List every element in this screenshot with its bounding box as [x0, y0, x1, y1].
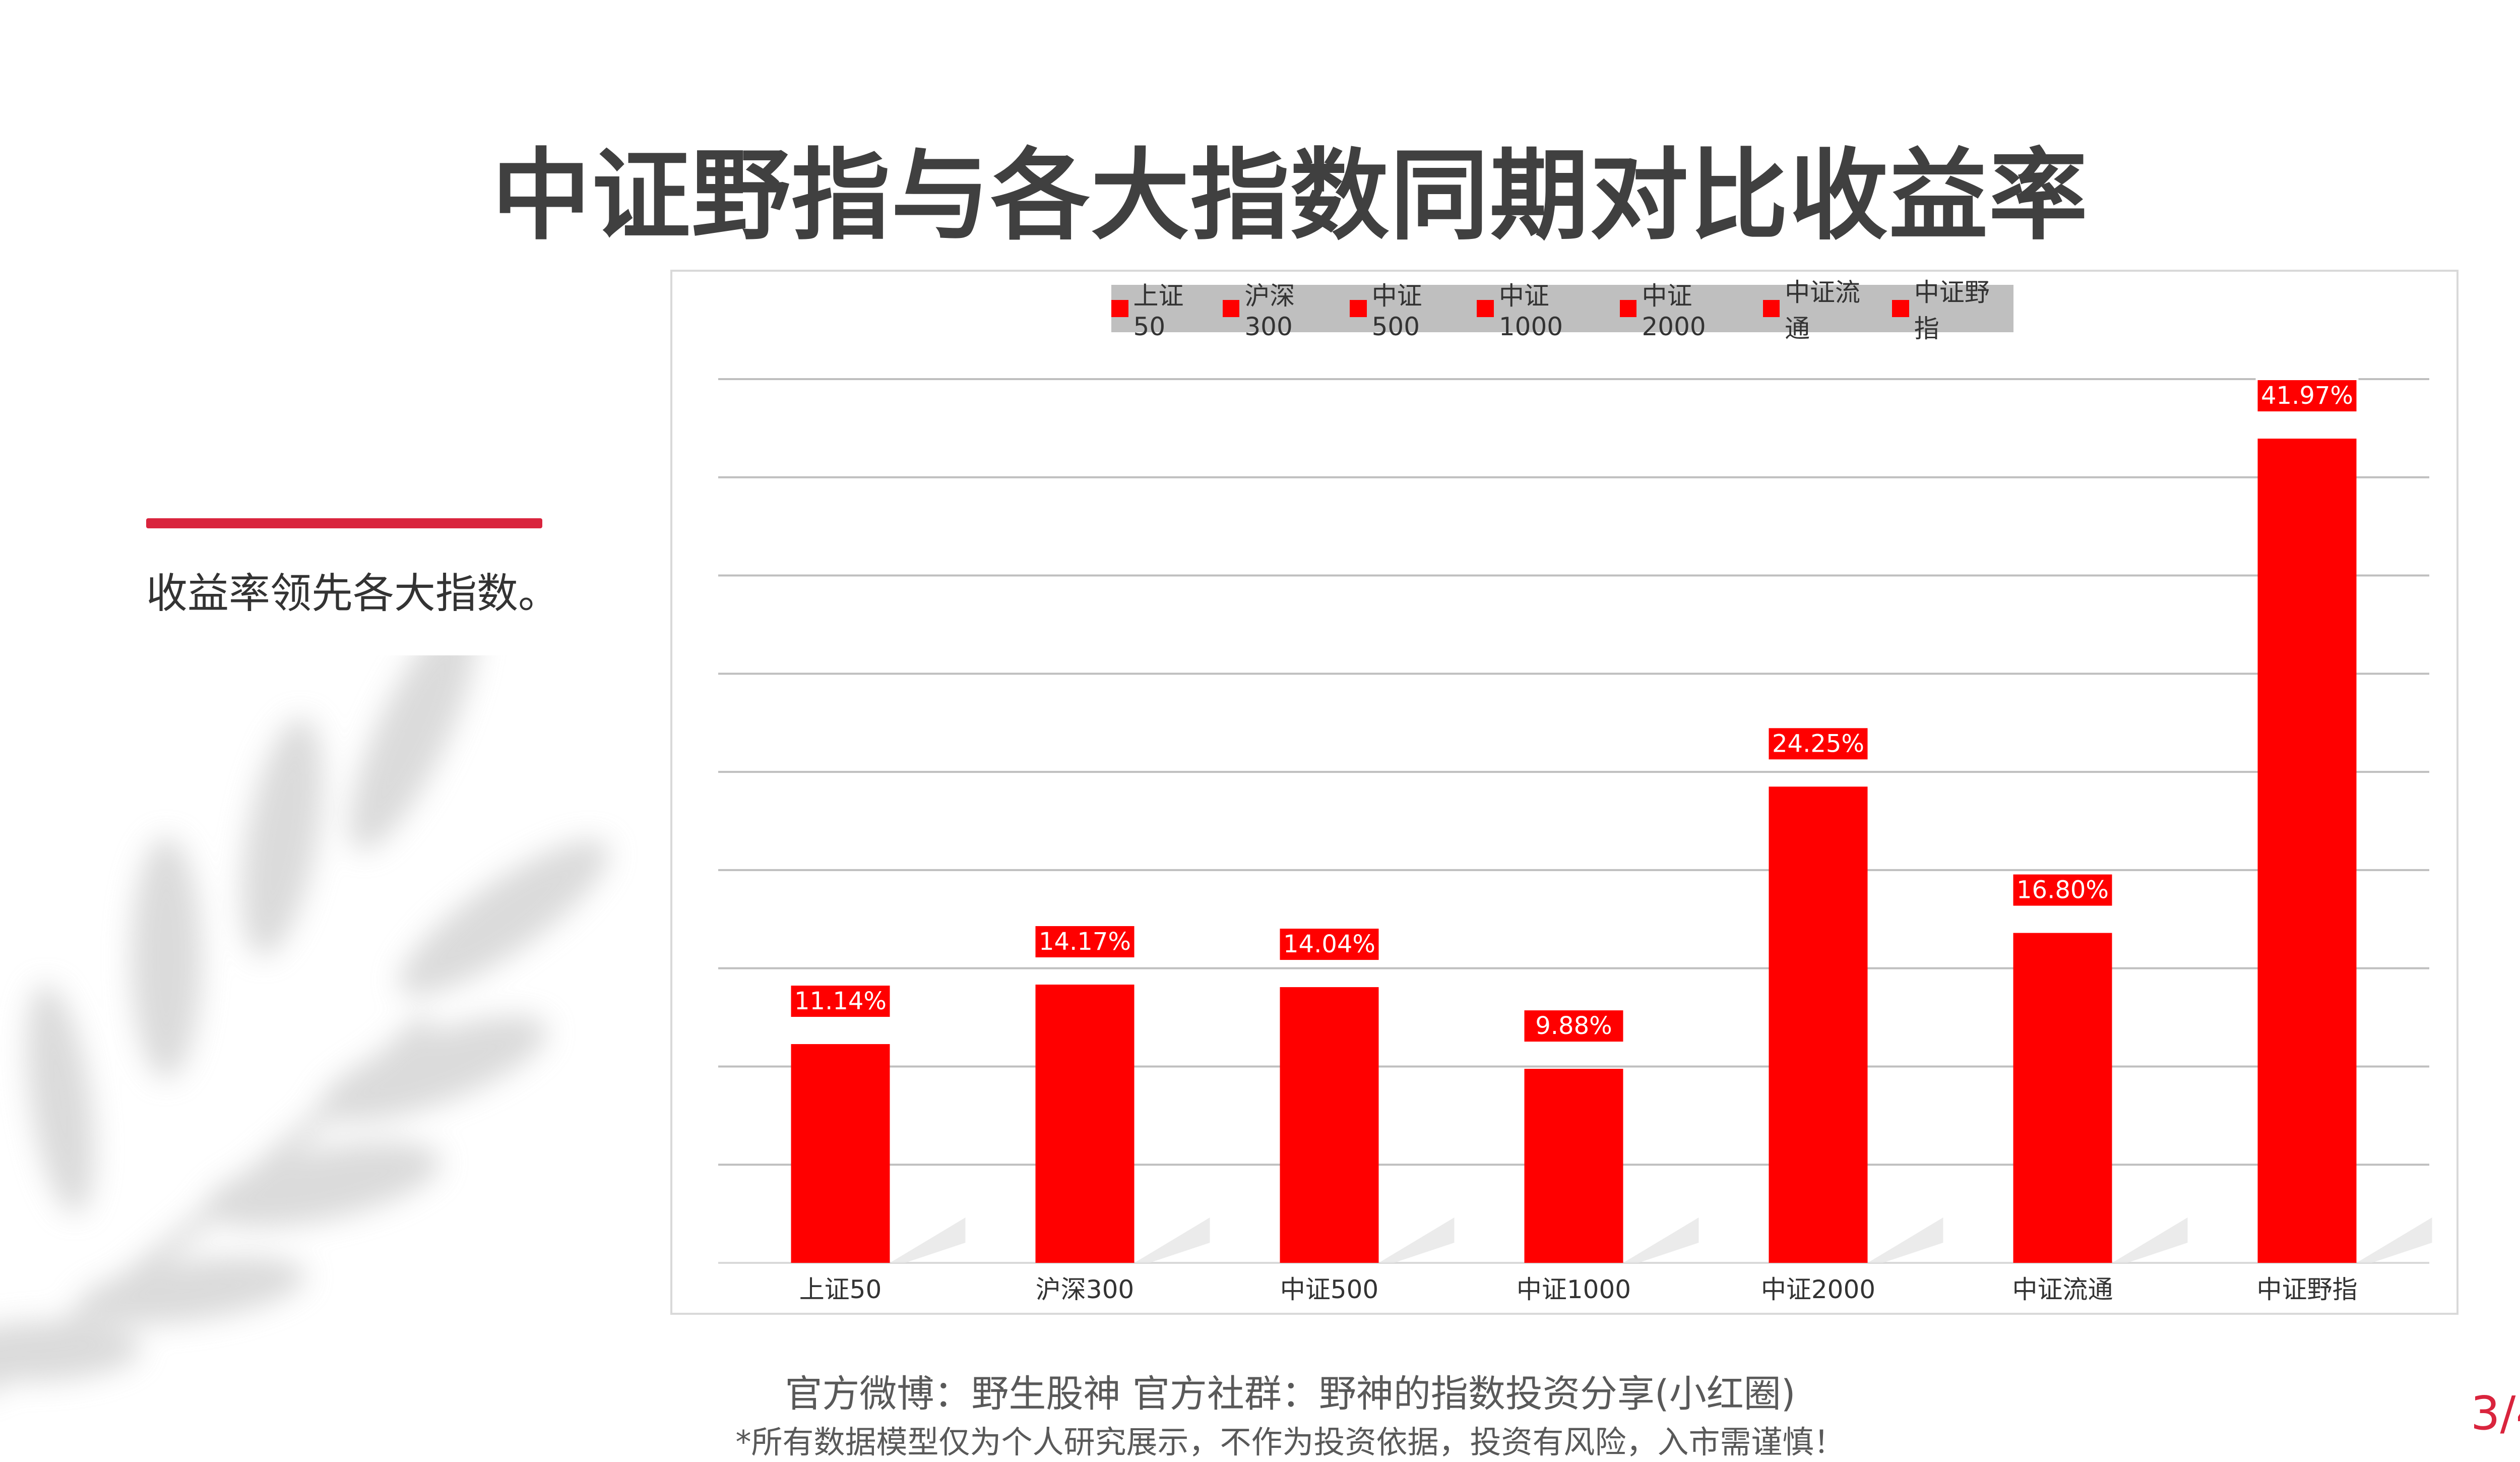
bar-shadow: [2356, 1217, 2432, 1263]
x-tick-label: 中证流通: [2012, 1275, 2113, 1304]
x-tick-label: 中证野指: [2257, 1275, 2358, 1304]
legend-label: 中证500: [1371, 281, 1422, 341]
footer-social: 官方微博：野生股神 官方社群：野神的指数投资分享(小红圈): [785, 1372, 1796, 1416]
data-label: 16.80%: [2017, 876, 2109, 904]
footer-disclaimer: *所有数据模型仅为个人研究展示，不作为投资依据，投资有风险，入市需谨慎！: [735, 1424, 1845, 1460]
legend-label: 上证50: [1133, 281, 1184, 341]
data-label-box: [1278, 927, 1381, 962]
data-label: 14.04%: [1283, 930, 1375, 958]
bar-shadow: [1378, 1217, 1455, 1263]
x-tick-label: 中证2000: [1761, 1275, 1875, 1304]
legend-label: 中证野指: [1914, 278, 1990, 343]
bar: [2013, 933, 2112, 1263]
data-label-box: [1767, 726, 1870, 762]
legend-item: 中证流通: [1762, 272, 1884, 345]
x-tick-label: 沪深300: [1036, 1275, 1134, 1304]
legend-swatch: [1762, 300, 1780, 317]
page-number: 3/4: [2470, 1386, 2520, 1440]
page-title: 中证野指与各大指数同期对比收益率: [491, 139, 2089, 254]
bar: [1035, 984, 1135, 1263]
bar: [1280, 987, 1379, 1263]
legend-item: 中证2000: [1619, 276, 1755, 341]
bar-shadow: [1623, 1217, 1699, 1263]
data-label-box: [1033, 924, 1137, 959]
chart-frame: [670, 270, 2459, 1315]
legend-item: 沪深300: [1222, 276, 1342, 341]
legend-item: 中证野指: [1892, 272, 2013, 345]
legend-label: 中证流通: [1785, 278, 1861, 343]
data-label: 11.14%: [794, 987, 887, 1015]
data-label: 24.25%: [1772, 729, 1864, 758]
data-label: 9.88%: [1535, 1012, 1612, 1040]
bar: [1524, 1069, 1623, 1263]
legend-swatch: [1892, 300, 1909, 317]
side-note: 收益率领先各大指数。: [146, 570, 560, 618]
legend-swatch: [1350, 300, 1367, 317]
bar: [1769, 786, 1868, 1263]
data-label-box: [1522, 1008, 1625, 1044]
legend-item: 中证1000: [1477, 276, 1612, 341]
data-label-box: [2011, 872, 2114, 908]
data-label-box: [789, 984, 892, 1019]
legend-label: 沪深300: [1244, 281, 1295, 341]
chart-legend: 上证50 沪深300 中证500 中证1000 中证2000 中证流通 中证野指: [1111, 278, 2013, 343]
legend-label: 中证1000: [1498, 281, 1563, 341]
bar: [2257, 439, 2357, 1263]
legend-swatch: [1222, 300, 1240, 317]
x-tick-label: 中证500: [1280, 1275, 1378, 1304]
accent-line: [146, 518, 542, 528]
legend-item: 上证50: [1111, 276, 1215, 341]
data-label: 41.97%: [2261, 382, 2353, 410]
bar-shadow: [2112, 1217, 2188, 1263]
bar: [791, 1044, 890, 1263]
leaf-shadow-decoration: [0, 655, 609, 1387]
data-label: 14.17%: [1039, 928, 1131, 956]
legend-swatch: [1477, 300, 1494, 317]
x-tick-label: 中证1000: [1517, 1275, 1631, 1304]
data-label-box: [2255, 378, 2359, 414]
x-tick-label: 上证50: [799, 1275, 882, 1304]
legend-item: 中证500: [1350, 276, 1469, 341]
legend-swatch: [1619, 300, 1637, 317]
bar-shadow: [1134, 1217, 1210, 1263]
legend-label: 中证2000: [1642, 281, 1706, 341]
bar-shadow: [890, 1217, 966, 1263]
bar-shadow: [1867, 1217, 1943, 1263]
legend-swatch: [1111, 300, 1128, 317]
